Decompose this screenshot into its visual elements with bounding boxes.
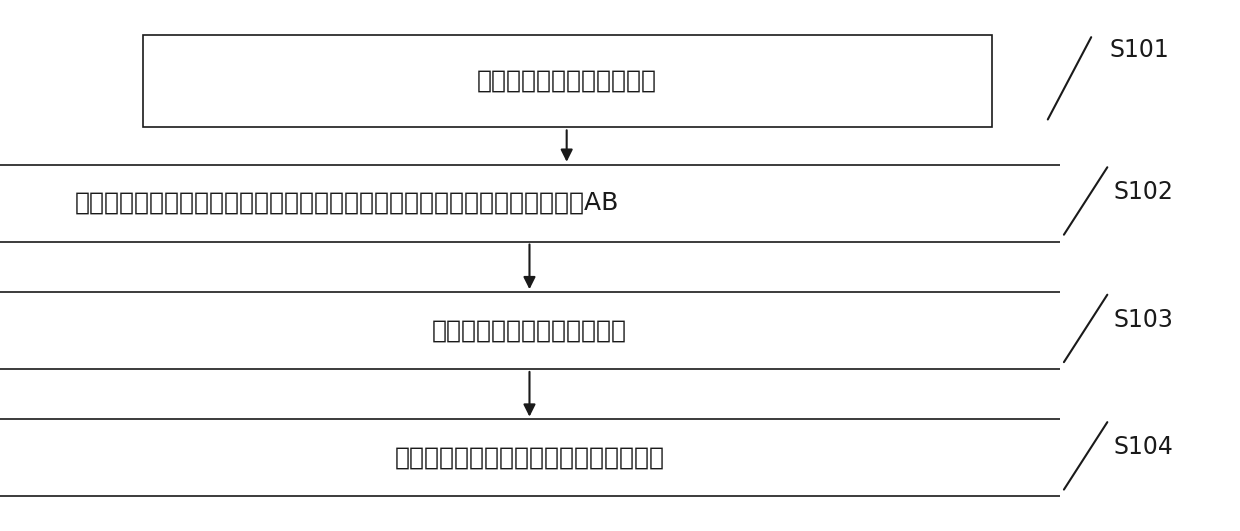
Text: S102: S102 <box>1114 180 1173 204</box>
Text: 依据三维模型分割加工区域，制定子午流道进气口区域与排气口区域的分割线AB: 依据三维模型分割加工区域，制定子午流道进气口区域与排气口区域的分割线AB <box>74 191 619 215</box>
Text: S104: S104 <box>1114 435 1173 459</box>
Text: 利用共轭法的路径规划方法设计电极轨迹: 利用共轭法的路径规划方法设计电极轨迹 <box>394 446 665 470</box>
Text: 获取闭式叶轮三维数字模型: 获取闭式叶轮三维数字模型 <box>476 68 657 93</box>
Bar <box>143 35 992 127</box>
Text: 采用等间隙法求解电极成形面: 采用等间隙法求解电极成形面 <box>432 318 627 342</box>
Text: S101: S101 <box>1110 38 1169 63</box>
Text: S103: S103 <box>1114 307 1173 332</box>
